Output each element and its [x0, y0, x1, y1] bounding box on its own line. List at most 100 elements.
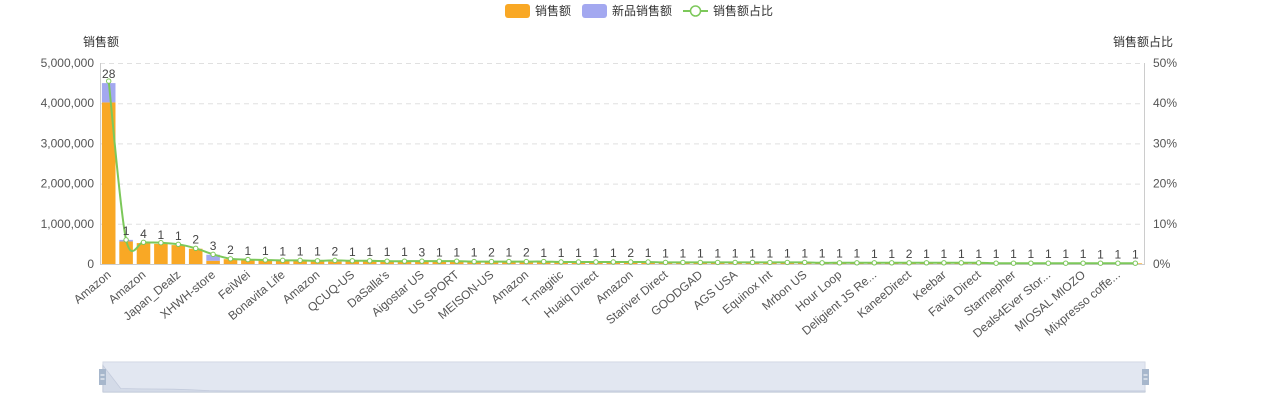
ratio-point	[297, 257, 303, 264]
bar-data-label: 1	[279, 244, 286, 258]
bar-data-label: 1	[123, 224, 130, 238]
bar-data-label: 1	[975, 247, 982, 261]
ratio-point	[349, 258, 355, 264]
x-axis-category-labels: AmazonAmazonJapan_DealzXHWH-storeFeiWeiB…	[71, 267, 1123, 340]
legend[interactable]: 销售额 新品销售额 销售额占比	[505, 3, 773, 18]
bar-data-label: 4	[140, 227, 147, 241]
ratio-point	[976, 260, 982, 266]
ratio-point	[454, 258, 460, 264]
left-tick-label: 0	[87, 257, 94, 271]
left-tick-label: 1,000,000	[41, 217, 95, 231]
bar-data-label: 1	[714, 246, 721, 260]
bar-data-label: 2	[488, 246, 495, 260]
right-axis-name: 销售额占比	[1113, 34, 1173, 49]
ratio-point	[1097, 260, 1104, 266]
left-tick-label: 5,000,000	[41, 56, 95, 70]
data-zoom-handle-right[interactable]	[1142, 369, 1149, 385]
bar-data-label: 1	[732, 246, 739, 260]
bar-data-label: 1	[593, 246, 600, 260]
bar-data-label: 3	[419, 245, 426, 259]
bar-data-label: 1	[453, 245, 460, 259]
bar-data-label: 1	[1010, 247, 1017, 261]
legend-label-new-sales: 新品销售额	[612, 3, 672, 18]
bar-data-label: 2	[192, 233, 199, 247]
ratio-point	[158, 239, 164, 246]
left-tick-label: 4,000,000	[41, 96, 95, 110]
ratio-point	[332, 257, 338, 264]
ratio-point	[280, 257, 286, 264]
bar-data-label: 1	[767, 247, 774, 261]
grid-lines	[100, 63, 1144, 225]
bar-data-label: 1	[1045, 247, 1052, 261]
data-zoom-handle-left[interactable]	[99, 369, 106, 385]
bar-series	[101, 83, 1143, 264]
ratio-point	[175, 241, 182, 248]
left-axis-ticks: 0 1,000,000 2,000,000 3,000,000 4,000,000 5,0…	[41, 56, 95, 271]
data-zoom-selection[interactable]	[103, 362, 1145, 392]
ratio-point	[1080, 260, 1086, 266]
ratio-point	[193, 245, 199, 252]
data-zoom-handle-right-bar	[1142, 369, 1149, 385]
ratio-point	[262, 257, 268, 263]
ratio-point	[245, 256, 251, 263]
right-tick-label: 20%	[1153, 177, 1177, 191]
bar-data-label: 1	[958, 247, 965, 261]
ratio-point	[610, 259, 616, 265]
ratio-point	[802, 259, 808, 266]
ratio-point	[854, 260, 860, 266]
ratio-point	[106, 78, 112, 84]
legend-label-sales: 销售额	[535, 3, 571, 18]
bar-data-label: 1	[436, 245, 443, 259]
ratio-point	[697, 259, 703, 266]
bar-data-label: 1	[662, 246, 669, 260]
new-sales-bar	[206, 254, 220, 261]
ratio-point	[906, 260, 912, 266]
ratio-point	[889, 260, 895, 266]
ratio-point	[384, 258, 390, 264]
bar-data-label: 1	[941, 247, 948, 261]
bar-data-label: 1	[697, 246, 704, 260]
bar-data-label: 1	[819, 247, 826, 261]
right-tick-label: 30%	[1153, 136, 1177, 150]
bar-data-label: 1	[314, 245, 321, 259]
ratio-point	[941, 260, 947, 266]
left-tick-label: 3,000,000	[41, 136, 95, 150]
legend-label-ratio: 销售额占比	[713, 3, 773, 18]
bar-data-label: 1	[401, 245, 408, 259]
sales-bar	[101, 102, 116, 264]
bar-data-label: 1	[506, 246, 513, 260]
bar-data-label: 1	[680, 246, 687, 260]
ratio-point	[749, 259, 756, 266]
bar-data-label: 1	[871, 247, 878, 261]
data-zoom-slider[interactable]	[99, 361, 1149, 393]
ratio-point	[1063, 260, 1069, 266]
ratio-point	[871, 260, 877, 266]
bar-data-label: 1	[245, 244, 252, 258]
ratio-point	[715, 259, 721, 266]
left-axis-name: 销售额	[83, 34, 119, 49]
bar-data-label: 1	[749, 246, 756, 260]
bar-data-label: 1	[471, 246, 478, 260]
bar-data-label: 1	[349, 245, 356, 259]
right-tick-label: 40%	[1153, 96, 1177, 110]
bar-data-label: 1	[1062, 247, 1069, 261]
bar-data-label: 1	[158, 228, 165, 242]
ratio-point	[732, 259, 738, 266]
legend-item-ratio[interactable]: 销售额占比	[683, 3, 773, 18]
ratio-point	[767, 259, 773, 266]
legend-item-sales[interactable]: 销售额	[505, 3, 571, 18]
bar-data-label: 2	[523, 246, 530, 260]
bar-data-label: 1	[384, 245, 391, 259]
ratio-point	[488, 258, 495, 265]
right-axis-ticks: 0% 10% 20% 30% 40% 50%	[1153, 56, 1177, 271]
bar-data-label: 1	[854, 247, 861, 261]
right-tick-label: 50%	[1153, 56, 1177, 70]
data-zoom-handle-left-bar	[99, 369, 106, 385]
ratio-point	[401, 258, 408, 264]
legend-item-new-sales[interactable]: 新品销售额	[582, 3, 672, 18]
ratio-point	[784, 259, 790, 266]
bar-data-label: 2	[906, 247, 913, 261]
ratio-point	[227, 256, 234, 262]
ratio-point	[1132, 260, 1139, 266]
